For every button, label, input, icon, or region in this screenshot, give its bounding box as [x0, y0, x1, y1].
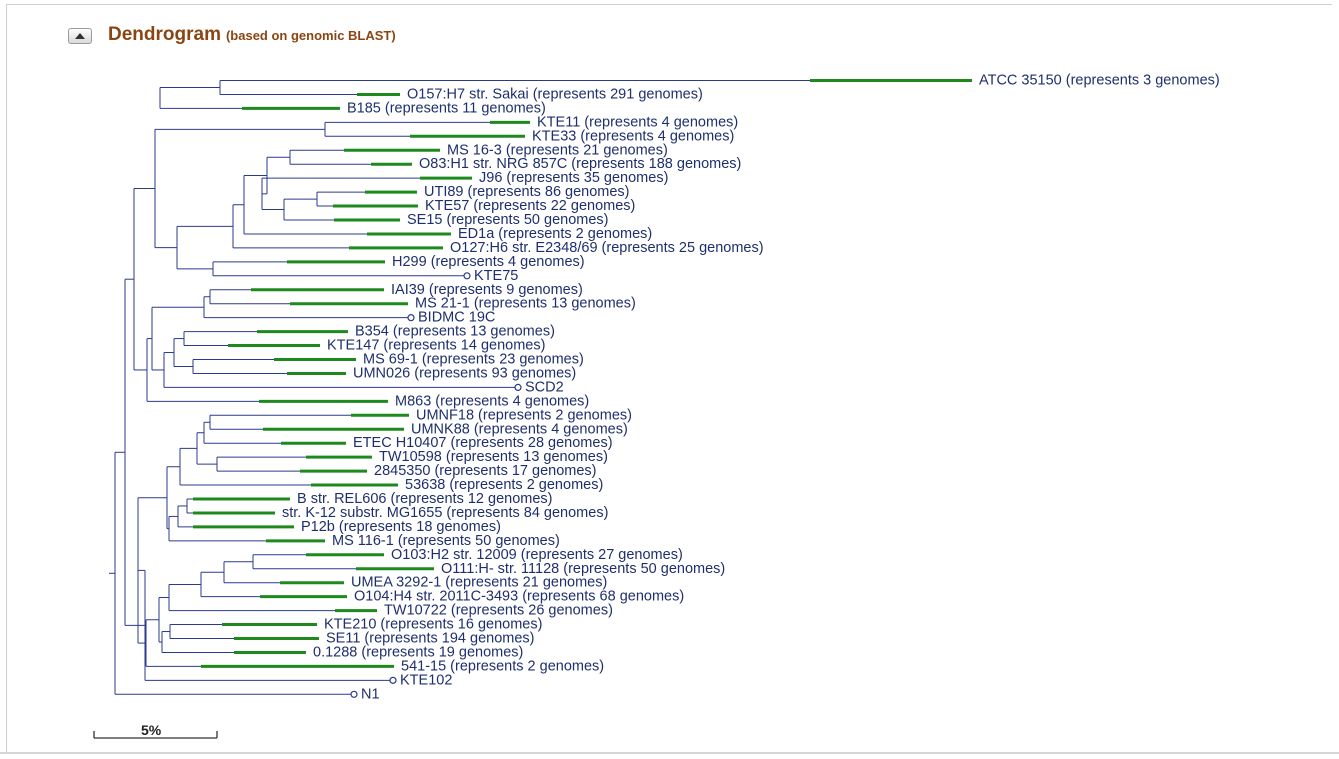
leaf-label: O127:H6 str. E2348/69 (represents 25 gen… [450, 240, 764, 256]
leaf-label: IAI39 (represents 9 genomes) [391, 282, 583, 298]
leaf-label: KTE33 (represents 4 genomes) [532, 128, 734, 144]
leaf-label: 0.1288 (represents 19 genomes) [313, 644, 523, 660]
leaf-label: 2845350 (represents 17 genomes) [374, 463, 596, 479]
leaf-label: M863 (represents 4 genomes) [395, 393, 589, 409]
leaf-label: UTI89 (represents 86 genomes) [424, 184, 630, 200]
leaf-label: J96 (represents 35 genomes) [479, 170, 668, 186]
dendrogram-panel [6, 4, 1332, 752]
leaf-label: UMEA 3292-1 (represents 21 genomes) [351, 575, 607, 591]
leaf-label: SE15 (represents 50 genomes) [407, 212, 609, 228]
leaf-node-dot [514, 383, 522, 391]
leaf-label: UMNF18 (represents 2 genomes) [416, 407, 632, 423]
leaf-label: P12b (represents 18 genomes) [301, 519, 501, 535]
leaf-label: 541-15 (represents 2 genomes) [401, 658, 604, 674]
leaf-label: KTE57 (represents 22 genomes) [425, 198, 635, 214]
leaf-label: MS 21-1 (represents 13 genomes) [415, 296, 636, 312]
leaf-label: 53638 (represents 2 genomes) [405, 477, 603, 493]
leaf-label: B185 (represents 11 genomes) [347, 100, 546, 116]
collapse-arrow-icon [75, 33, 85, 39]
leaf-label: O111:H- str. 11128 (represents 50 genome… [441, 561, 725, 577]
leaf-label: O83:H1 str. NRG 857C (represents 188 gen… [419, 156, 741, 172]
leaf-node-dot [407, 314, 415, 322]
leaf-label: KTE11 (represents 4 genomes) [537, 114, 738, 130]
leaf-label: TW10722 (represents 26 genomes) [384, 603, 613, 619]
leaf-label: N1 [361, 686, 380, 702]
leaf-label: SE11 (represents 194 genomes) [326, 631, 535, 647]
leaf-label: UMNK88 (represents 4 genomes) [411, 421, 628, 437]
leaf-label: O157:H7 str. Sakai (represents 291 genom… [407, 86, 703, 102]
leaf-label: KTE102 [400, 672, 452, 688]
leaf-node-dot [350, 690, 358, 698]
title-subtitle: (based on genomic BLAST) [225, 28, 396, 43]
leaf-label: MS 16-3 (represents 21 genomes) [447, 142, 668, 158]
section-title: Dendrogram (based on genomic BLAST) [108, 24, 396, 46]
leaf-label: BIDMC 19C [418, 310, 495, 326]
leaf-label: B str. REL606 (represents 12 genomes) [297, 491, 553, 507]
scale-bar-label: 5% [141, 722, 162, 738]
leaf-label: str. K-12 substr. MG1655 (represents 84 … [282, 505, 608, 521]
leaf-label: MS 69-1 (represents 23 genomes) [363, 352, 584, 368]
leaf-label: H299 (represents 4 genomes) [392, 254, 585, 270]
leaf-label: B354 (represents 13 genomes) [355, 324, 555, 340]
leaf-label: KTE210 (represents 16 genomes) [324, 617, 542, 633]
leaf-node-dot [463, 272, 471, 280]
leaf-label: SCD2 [525, 379, 564, 395]
leaf-label: KTE147 (represents 14 genomes) [327, 338, 545, 354]
leaf-label: ED1a (represents 2 genomes) [458, 226, 652, 242]
title-text: Dendrogram [108, 24, 221, 45]
leaf-label: ETEC H10407 (represents 28 genomes) [353, 435, 613, 451]
leaf-label: O103:H2 str. 12009 (represents 27 genome… [391, 547, 683, 563]
leaf-label: ATCC 35150 (represents 3 genomes) [979, 73, 1220, 89]
leaf-label: MS 116-1 (represents 50 genomes) [332, 533, 560, 549]
collapse-button[interactable] [68, 28, 92, 44]
leaf-label: UMN026 (represents 93 genomes) [353, 365, 576, 381]
leaf-label: KTE75 [474, 268, 518, 284]
leaf-label: TW10598 (represents 13 genomes) [379, 449, 608, 465]
leaf-label: O104:H4 str. 2011C-3493 (represents 68 g… [354, 589, 684, 605]
leaf-node-dot [389, 676, 397, 684]
bottom-divider [0, 752, 1339, 754]
